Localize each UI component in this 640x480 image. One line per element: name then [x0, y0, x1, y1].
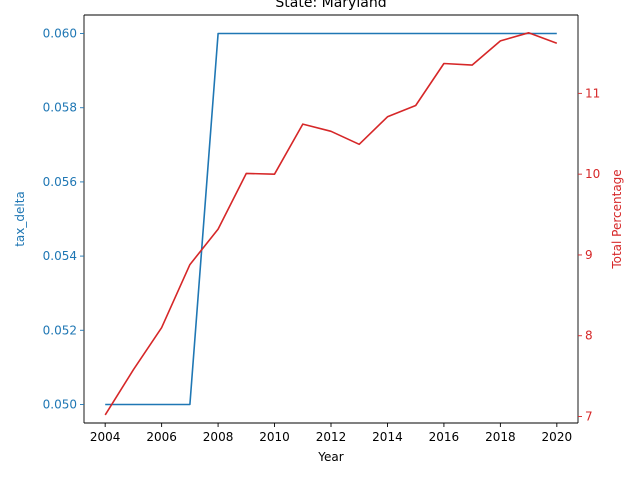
left-y-tick-label: 0.052: [43, 323, 77, 337]
right-y-tick-label: 11: [585, 86, 600, 100]
series-line-tax-delta: [105, 32, 557, 406]
left-y-tick-label: 0.050: [43, 397, 77, 411]
x-tick-label: 2008: [203, 430, 234, 444]
x-tick-label: 2018: [485, 430, 516, 444]
right-y-tick-label: 9: [585, 248, 593, 262]
left-y-tick-label: 0.060: [43, 27, 77, 41]
right-y-tick-label: 10: [585, 167, 600, 181]
right-y-axis-label: Total Percentage: [610, 169, 624, 269]
x-tick-label: 2014: [372, 430, 403, 444]
x-tick-label: 2012: [316, 430, 347, 444]
x-tick-label: 2004: [90, 430, 121, 444]
left-y-tick-label: 0.058: [43, 101, 77, 115]
left-y-tick-label: 0.054: [43, 249, 77, 263]
x-tick-label: 2010: [259, 430, 290, 444]
x-tick-label: 2006: [146, 430, 177, 444]
x-axis-label: Year: [317, 450, 343, 464]
x-tick-label: 2016: [429, 430, 460, 444]
x-tick-label: 2020: [542, 430, 573, 444]
series-line-total-percentage: [104, 31, 558, 416]
left-y-axis-label: tax_delta: [13, 191, 27, 247]
right-y-tick-label: 8: [585, 329, 593, 343]
plot-area: 2004 2006 2008 2010 2012 2014 2016 2018 2020 0.05…: [43, 14, 600, 444]
right-y-tick-label: 7: [585, 410, 593, 424]
chart-title: State: Maryland: [275, 0, 386, 11]
left-y-tick-label: 0.056: [43, 175, 77, 189]
